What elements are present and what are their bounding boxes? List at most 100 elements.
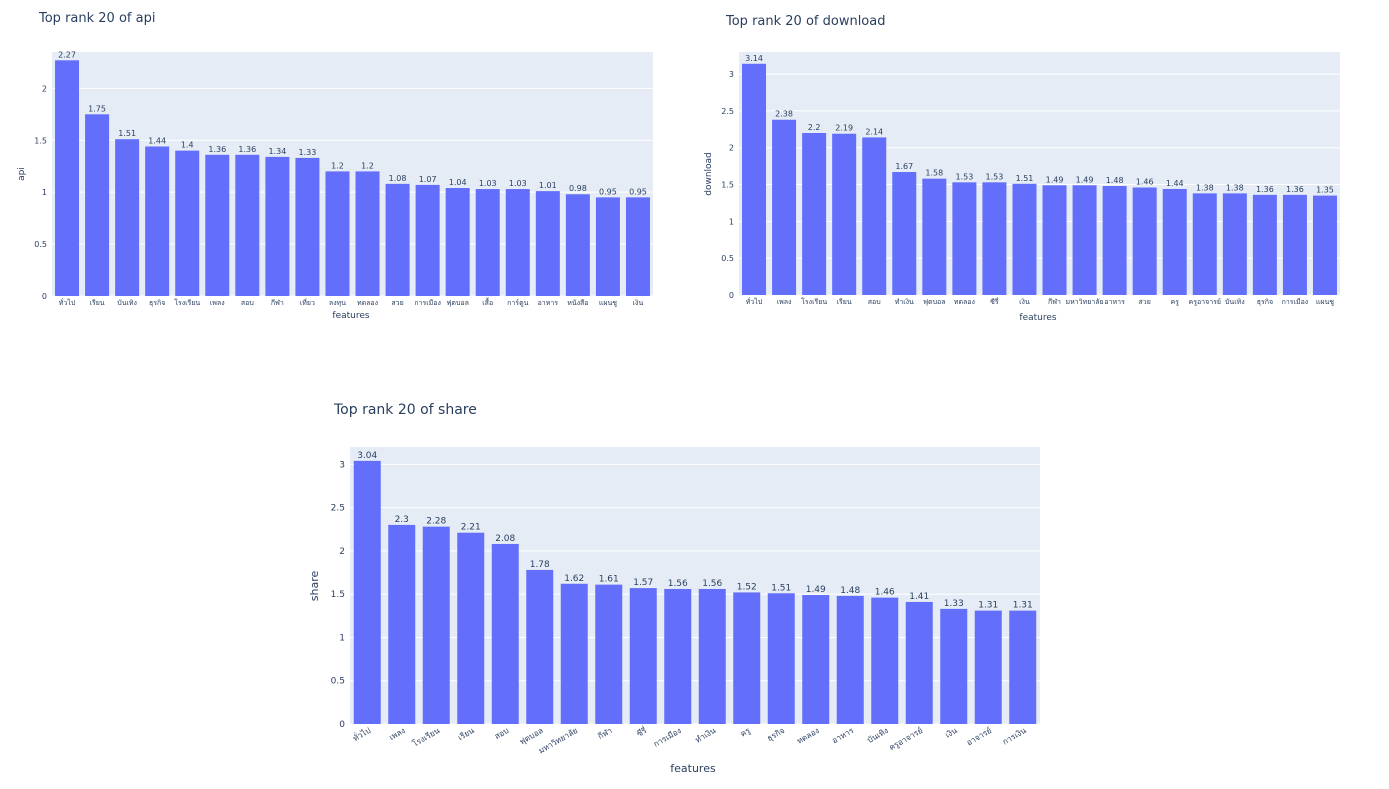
x-tick-label: เพลง bbox=[777, 298, 792, 306]
bar[interactable] bbox=[175, 150, 200, 296]
bar[interactable] bbox=[265, 156, 290, 296]
bar[interactable] bbox=[1042, 185, 1067, 295]
bar[interactable] bbox=[115, 139, 140, 296]
bar[interactable] bbox=[742, 63, 767, 296]
bar[interactable] bbox=[1009, 610, 1037, 724]
bar[interactable] bbox=[952, 182, 977, 295]
data-label: 1.61 bbox=[599, 575, 619, 585]
data-label: 1.46 bbox=[875, 588, 895, 598]
bar[interactable] bbox=[595, 584, 623, 724]
data-label: 1.48 bbox=[840, 586, 860, 596]
bar[interactable] bbox=[295, 157, 320, 296]
x-tick-label: โรงเรียน bbox=[801, 297, 827, 306]
bar[interactable] bbox=[55, 60, 80, 296]
y-tick-label: 1.5 bbox=[34, 136, 47, 145]
x-tick-label: ทำเงิน bbox=[895, 298, 914, 306]
data-label: 1.51 bbox=[1016, 174, 1034, 183]
x-tick-label: ครู bbox=[739, 726, 753, 740]
data-label: 2.08 bbox=[495, 534, 515, 544]
bar[interactable] bbox=[1102, 186, 1127, 295]
bar[interactable] bbox=[415, 184, 440, 296]
bar[interactable] bbox=[832, 133, 857, 295]
data-label: 1.44 bbox=[1166, 179, 1184, 188]
data-label: 1.44 bbox=[148, 136, 166, 145]
bar[interactable] bbox=[1222, 193, 1247, 295]
data-label: 1.75 bbox=[88, 104, 106, 113]
bar[interactable] bbox=[325, 171, 350, 296]
bar[interactable] bbox=[355, 171, 380, 296]
bar[interactable] bbox=[974, 610, 1002, 724]
bar[interactable] bbox=[1282, 194, 1307, 295]
bar[interactable] bbox=[475, 189, 500, 296]
bar[interactable] bbox=[1072, 185, 1097, 295]
bar[interactable] bbox=[235, 154, 260, 296]
bar[interactable] bbox=[802, 133, 827, 295]
data-label: 1.56 bbox=[702, 579, 722, 589]
bar[interactable] bbox=[145, 146, 170, 296]
chart-title: Top rank 20 of download bbox=[725, 14, 885, 29]
bar[interactable] bbox=[491, 543, 519, 724]
bar[interactable] bbox=[457, 532, 485, 724]
x-tick-label: อาหาร bbox=[1104, 298, 1125, 306]
bar[interactable] bbox=[1312, 195, 1337, 295]
bar[interactable] bbox=[595, 197, 620, 296]
bar[interactable] bbox=[625, 197, 650, 296]
data-label: 2.19 bbox=[835, 124, 853, 133]
x-tick-label: สอบ bbox=[868, 298, 881, 306]
x-tick-label: เรียน bbox=[90, 299, 105, 307]
x-tick-label: สอบ bbox=[493, 726, 510, 741]
bar[interactable] bbox=[422, 526, 450, 724]
x-tick-label: กีฬา bbox=[1048, 298, 1061, 306]
bar[interactable] bbox=[664, 588, 692, 724]
bar[interactable] bbox=[767, 593, 795, 724]
x-tick-label: โรงเรียน bbox=[174, 298, 200, 307]
x-axis-label: features bbox=[670, 762, 716, 775]
bar[interactable] bbox=[388, 524, 416, 724]
bar[interactable] bbox=[535, 191, 560, 296]
x-tick-label: เงิน bbox=[944, 726, 959, 740]
bar[interactable] bbox=[353, 460, 381, 724]
x-tick-label: ครูอาจารย์ bbox=[1189, 298, 1221, 306]
bar[interactable] bbox=[560, 583, 588, 724]
bar[interactable] bbox=[1012, 183, 1037, 295]
data-label: 1.67 bbox=[895, 162, 913, 171]
bar[interactable] bbox=[85, 114, 110, 296]
x-tick-label: เพลง bbox=[388, 726, 407, 742]
bar[interactable] bbox=[802, 595, 830, 724]
bar[interactable] bbox=[836, 595, 864, 724]
bar[interactable] bbox=[862, 137, 887, 295]
bar[interactable] bbox=[922, 178, 947, 295]
bar[interactable] bbox=[205, 154, 230, 296]
data-label: 2.38 bbox=[775, 110, 793, 119]
data-label: 1.33 bbox=[944, 599, 964, 609]
x-tick-label: เพลง bbox=[210, 299, 225, 307]
bar[interactable] bbox=[733, 592, 761, 724]
data-label: 1.78 bbox=[530, 560, 550, 570]
bar[interactable] bbox=[1252, 194, 1277, 295]
bar[interactable] bbox=[526, 569, 554, 724]
bar[interactable] bbox=[772, 119, 797, 295]
bar[interactable] bbox=[1132, 187, 1157, 295]
x-tick-label: ทดลอง bbox=[954, 298, 975, 306]
bar[interactable] bbox=[892, 172, 917, 295]
bar[interactable] bbox=[698, 588, 726, 724]
bar[interactable] bbox=[1162, 188, 1187, 295]
bar[interactable] bbox=[1192, 193, 1217, 295]
bar[interactable] bbox=[445, 188, 470, 296]
bar[interactable] bbox=[505, 189, 530, 296]
bar[interactable] bbox=[905, 601, 933, 724]
y-tick-label: 2 bbox=[42, 84, 47, 93]
data-label: 1.4 bbox=[181, 141, 194, 150]
bar[interactable] bbox=[565, 194, 590, 296]
data-label: 1.51 bbox=[118, 129, 136, 138]
y-axis-label: share bbox=[308, 571, 321, 602]
bar[interactable] bbox=[871, 597, 899, 724]
plot-background bbox=[350, 447, 1040, 724]
bar[interactable] bbox=[629, 588, 657, 724]
bar[interactable] bbox=[982, 182, 1007, 295]
x-tick-label: การเมือง bbox=[652, 726, 683, 749]
y-tick-label: 2.5 bbox=[721, 107, 734, 116]
data-label: 1.03 bbox=[509, 179, 527, 188]
bar[interactable] bbox=[940, 608, 968, 724]
bar[interactable] bbox=[385, 183, 410, 296]
